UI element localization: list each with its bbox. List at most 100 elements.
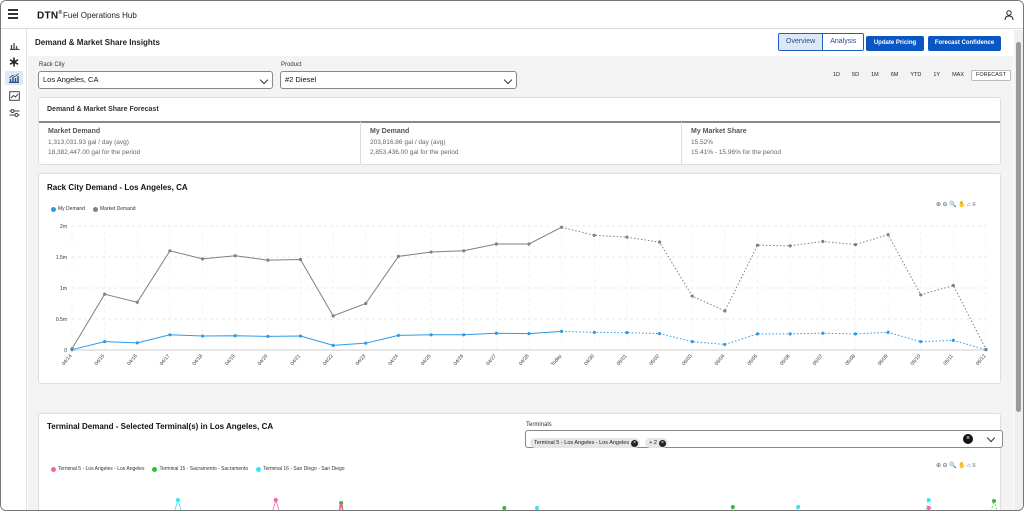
- x-tick-label: 05/05: [746, 353, 759, 367]
- rack-city-label: Rack City: [39, 62, 65, 68]
- bar-chart-icon[interactable]: [7, 39, 21, 51]
- scrollbar-thumb[interactable]: [1016, 42, 1021, 412]
- data-point: [821, 239, 825, 244]
- y-tick-label: 2m: [60, 224, 67, 230]
- chip-label: + 2: [649, 440, 657, 446]
- x-tick-label: 04/22: [322, 353, 335, 367]
- data-point: [429, 333, 433, 337]
- data-point: [535, 506, 539, 510]
- forecast-confidence-button[interactable]: Forecast Confidence: [928, 36, 1001, 51]
- forecast-card: Demand & Market Share Forecast Market De…: [38, 97, 1001, 165]
- x-tick-label: 04/18: [191, 353, 204, 367]
- metric-period: 2,853,436.00 gal for the period: [370, 149, 459, 156]
- chart-toolbar[interactable]: ⊕⊖🔍✋⌂≡: [936, 463, 978, 469]
- rack-demand-chart: 0 0.5m 1m 1.5m 2m 04/14 04/15 04/16 04/17 04/18 04…: [56, 224, 988, 368]
- forecast-line-my-demand: [561, 330, 987, 351]
- legend-item[interactable]: Terminal 5 - Los Angeles - Los Angeles: [51, 466, 144, 472]
- legend-item[interactable]: My Demand: [51, 206, 85, 212]
- data-point: [592, 330, 596, 334]
- rack-city-value: Los Angeles, CA: [43, 75, 99, 84]
- data-point: [723, 309, 727, 313]
- range-1y[interactable]: 1Y: [933, 72, 941, 78]
- x-tick-label: 04/17: [159, 353, 172, 367]
- data-point: [926, 498, 931, 502]
- product-label: Product: [281, 62, 302, 68]
- demand-chart-icon[interactable]: [5, 71, 23, 85]
- tab-overview[interactable]: Overview: [779, 34, 823, 50]
- x-tick-label: 05/09: [877, 353, 890, 367]
- legend-item[interactable]: Terminal 15 - Sacramento - Sacramento: [152, 466, 248, 472]
- data-point: [788, 244, 792, 248]
- data-point: [657, 331, 662, 336]
- legend-item[interactable]: Terminal 16 - San Diego - San Diego: [256, 466, 345, 472]
- remove-chip-icon[interactable]: ×: [631, 439, 639, 447]
- sidebar: [1, 29, 27, 510]
- legend-item[interactable]: Market Demand: [92, 206, 136, 212]
- user-icon[interactable]: [1004, 10, 1014, 20]
- metric-title: My Demand: [370, 128, 410, 135]
- time-range-selector: 1D 5D 1M 6M YTD 1Y MAX FORECAST: [828, 70, 1011, 81]
- data-point: [992, 499, 996, 503]
- trend-chart-icon[interactable]: [7, 90, 21, 102]
- x-tick-label: 05/03: [681, 353, 694, 367]
- rack-city-select[interactable]: Los Angeles, CA: [38, 71, 273, 89]
- x-tick-label: 05/06: [779, 353, 792, 367]
- metric-period: 18,382,447.00 gal for the period: [48, 149, 141, 156]
- metric-title: My Market Share: [691, 128, 747, 135]
- data-point: [331, 343, 335, 347]
- x-tick-label: 05/01: [616, 353, 629, 367]
- x-tick-label: 04/19: [224, 353, 237, 367]
- x-tick-label: 05/02: [648, 353, 661, 367]
- data-point: [723, 342, 727, 347]
- data-point: [796, 505, 801, 509]
- update-pricing-button[interactable]: Update Pricing: [866, 36, 924, 51]
- view-tabs: Overview Analysis: [778, 33, 865, 51]
- terminals-multiselect[interactable]: Terminal 5 - Los Angeles - Los Angeles × …: [525, 430, 1003, 448]
- data-point: [200, 257, 205, 261]
- legend-marker: [51, 206, 56, 212]
- x-tick-label: 04/25: [420, 353, 433, 367]
- hamburger-menu-icon[interactable]: [8, 9, 18, 19]
- x-tick-label: 04/26: [453, 353, 466, 367]
- range-max[interactable]: MAX: [952, 72, 964, 78]
- data-point: [339, 501, 344, 505]
- legend-marker: [152, 466, 158, 472]
- remove-chip-icon[interactable]: ×: [659, 439, 666, 447]
- metric-my-demand: My Demand 203,816.86 gal / day (avg) 2,8…: [361, 122, 682, 164]
- metric-market-share: My Market Share 15.52% 15.41% - 15.96% f…: [682, 122, 1000, 164]
- rack-demand-card: Rack City Demand - Los Angeles, CA My De…: [38, 173, 1001, 384]
- metric-market-demand: Market Demand 1,313,031.93 gal / day (av…: [39, 122, 361, 164]
- data-point: [788, 332, 792, 336]
- asterisk-icon[interactable]: [7, 56, 21, 68]
- data-point: [298, 334, 303, 338]
- range-6m[interactable]: 6M: [890, 72, 899, 78]
- series-line-my-demand: [71, 330, 562, 351]
- brand-logo: DTN®: [37, 10, 63, 22]
- data-point: [331, 314, 335, 318]
- clear-all-icon[interactable]: ×: [963, 434, 973, 444]
- data-point: [926, 506, 931, 510]
- metric-value: 1,313,031.93 gal / day (avg): [48, 139, 129, 146]
- chart-title: Terminal Demand - Selected Terminal(s) i…: [47, 422, 274, 431]
- x-tick-label: 05/12: [975, 353, 988, 367]
- range-5d[interactable]: 5D: [852, 72, 860, 78]
- data-point: [462, 333, 466, 337]
- scrollbar[interactable]: [1014, 30, 1023, 510]
- terminal-chip: Terminal 5 - Los Angeles - Los Angeles ×: [530, 438, 641, 448]
- data-point: [853, 332, 858, 336]
- tab-analysis[interactable]: Analysis: [822, 34, 864, 50]
- product-select[interactable]: #2 Diesel: [280, 71, 517, 89]
- forecast-card-title: Demand & Market Share Forecast: [47, 106, 159, 113]
- range-ytd[interactable]: YTD: [910, 72, 922, 78]
- x-tick-label: 05/08: [844, 353, 857, 367]
- data-point: [821, 331, 825, 335]
- terminal-demand-card: Terminal Demand - Selected Terminal(s) i…: [38, 413, 1003, 510]
- range-forecast[interactable]: FORECAST: [971, 70, 1011, 81]
- chart-toolbar[interactable]: ⊕⊖🔍✋⌂≡: [936, 202, 978, 208]
- data-point: [175, 498, 180, 502]
- data-point: [984, 347, 988, 351]
- data-point: [339, 504, 344, 508]
- range-1m[interactable]: 1M: [871, 72, 879, 78]
- range-1d[interactable]: 1D: [833, 72, 841, 78]
- sliders-icon[interactable]: [7, 107, 21, 119]
